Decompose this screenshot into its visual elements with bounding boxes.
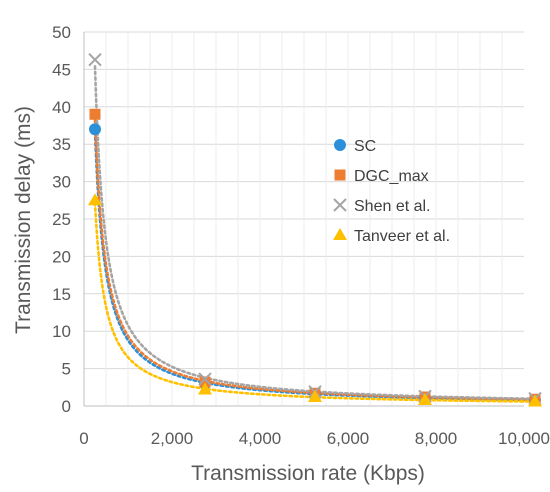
point-3-1 (198, 382, 212, 395)
x-tick-label-4000: 4,000 (239, 429, 282, 448)
point-0-0 (89, 123, 101, 136)
x-tick-label-6000: 6,000 (327, 429, 370, 448)
point-2-1-stroke-b (198, 372, 212, 386)
legend-marker-2 (333, 198, 347, 212)
x-tick-label-10000: 10,000 (498, 429, 550, 448)
y-tick-label-0: 0 (62, 397, 71, 416)
y-tick-label-10: 10 (52, 322, 71, 341)
data-points (88, 52, 542, 407)
gridlines (84, 31, 524, 406)
axes (83, 32, 524, 407)
legend-label-0: SC (354, 138, 376, 155)
point-3-3 (418, 393, 432, 406)
point-2-0-stroke-b (88, 52, 102, 67)
trendline-3 (93, 201, 537, 403)
y-tick-label-30: 30 (52, 173, 71, 192)
point-3-2 (308, 390, 322, 403)
y-tick-label-40: 40 (52, 98, 71, 117)
y-tick-label-5: 5 (62, 360, 71, 379)
legend-marker-3 (333, 228, 347, 240)
y-tick-label-50: 50 (52, 23, 71, 42)
x-tick-label-0: 0 (79, 429, 88, 448)
legend-marker-0 (334, 139, 346, 151)
tick-labels: 0 5 10 15 20 25 30 35 40 45 50 0 2,000 4,000 6,000 8,00… (52, 23, 550, 448)
trendlines (93, 64, 537, 403)
legend-label-2: Shen et al. (354, 198, 431, 215)
legend-label-1: DGC_max (354, 168, 429, 185)
y-axis-title: Transmission delay (ms) (12, 106, 35, 334)
point-3-4 (528, 394, 542, 407)
point-2-1 (198, 372, 212, 386)
trendline-1 (93, 118, 537, 401)
point-1-1 (199, 376, 211, 388)
point-1-0 (89, 108, 101, 120)
legend-label-3: Tanveer et al. (354, 228, 450, 245)
y-tick-label-15: 15 (52, 285, 71, 304)
point-3-0 (88, 193, 102, 206)
trendline-2 (93, 64, 537, 401)
legend-marker-2-stroke-b (333, 198, 347, 212)
y-tick-label-20: 20 (52, 247, 71, 266)
legend: SC DGC_max Shen et al. Tanveer et al. (333, 138, 450, 245)
x-axis-title: Transmission rate (Kbps) (191, 462, 425, 485)
legend-marker-1 (334, 169, 346, 181)
y-tick-label-25: 25 (52, 210, 71, 229)
x-tick-label-2000: 2,000 (151, 429, 194, 448)
x-tick-label-8000: 8,000 (415, 429, 458, 448)
y-tick-label-35: 35 (52, 135, 71, 154)
point-2-0 (88, 52, 102, 67)
y-tick-label-45: 45 (52, 60, 71, 79)
